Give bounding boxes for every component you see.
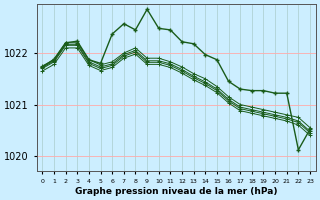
X-axis label: Graphe pression niveau de la mer (hPa): Graphe pression niveau de la mer (hPa) [75,187,277,196]
